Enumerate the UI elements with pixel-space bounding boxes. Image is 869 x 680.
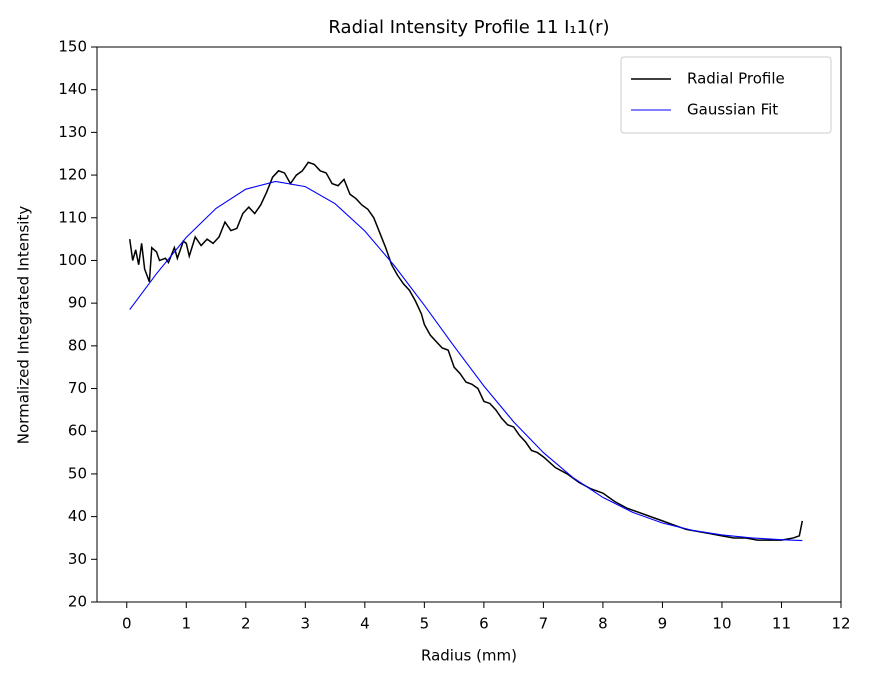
y-tick-label: 50 [68, 464, 87, 482]
y-tick-label: 80 [68, 336, 87, 354]
legend-label: Radial Profile [687, 70, 785, 88]
y-tick-label: 120 [58, 166, 87, 184]
x-tick-label: 8 [598, 615, 608, 633]
x-axis-label: Radius (mm) [421, 647, 517, 665]
plot-frame [96, 46, 842, 603]
y-tick-label: 60 [68, 422, 87, 440]
y-tick-label: 100 [58, 251, 87, 269]
y-tick-label: 130 [58, 123, 87, 141]
y-tick-label: 90 [68, 294, 87, 312]
y-tick-label: 30 [68, 550, 87, 568]
x-tick-label: 6 [479, 615, 489, 633]
x-tick-label: 12 [831, 615, 850, 633]
legend-label: Gaussian Fit [687, 101, 778, 119]
y-tick-label: 140 [58, 80, 87, 98]
x-tick-label: 4 [360, 615, 370, 633]
x-tick-label: 5 [420, 615, 430, 633]
y-axis-label: Normalized Integrated Intensity [15, 206, 33, 445]
x-tick-label: 10 [712, 615, 731, 633]
x-tick-label: 2 [241, 615, 251, 633]
x-tick-label: 0 [122, 615, 132, 633]
x-tick-label: 1 [182, 615, 192, 633]
y-tick-label: 40 [68, 507, 87, 525]
x-tick-label: 7 [539, 615, 549, 633]
series-line [129, 180, 803, 542]
chart-title: Radial Intensity Profile 11 I₁1(r) [328, 17, 609, 38]
x-tick-label: 9 [658, 615, 668, 633]
y-tick-label: 110 [58, 208, 87, 226]
y-tick-label: 70 [68, 379, 87, 397]
series-line [128, 161, 804, 541]
y-tick-label: 150 [58, 38, 87, 56]
y-tick-label: 20 [68, 593, 87, 611]
x-tick-label: 11 [772, 615, 791, 633]
legend-box [620, 56, 832, 134]
x-tick-label: 3 [301, 615, 311, 633]
